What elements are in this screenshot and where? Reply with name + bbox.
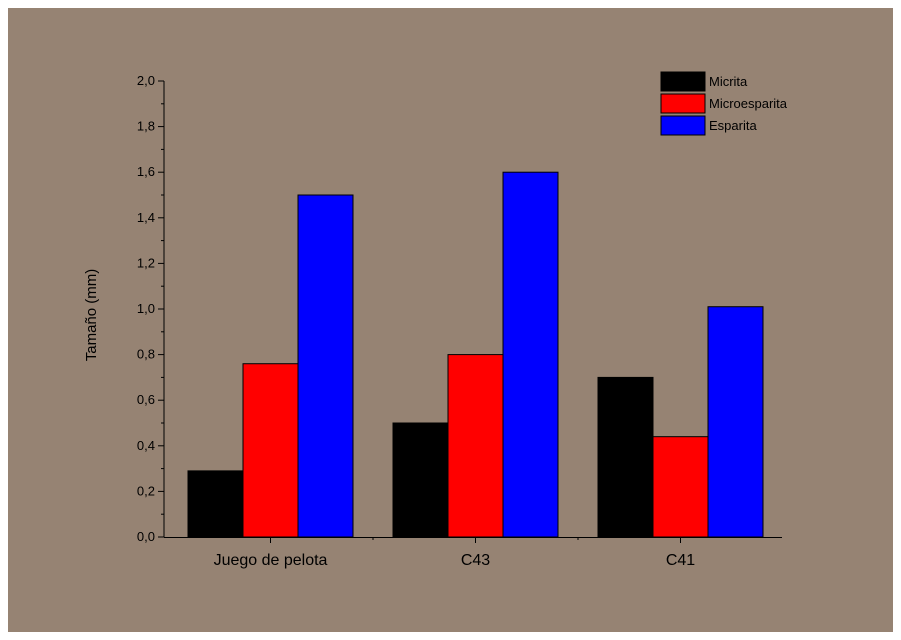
- y-tick-label: 0,6: [137, 392, 155, 407]
- legend-swatch-micrita: [660, 71, 706, 92]
- x-tick-label: Juego de pelota: [214, 552, 328, 569]
- bar-micrita-3: [597, 376, 654, 538]
- labels-layer: Juego de pelota C43 C41 0,0 0,2 0,4 0,6 0,8 1,0 1…: [137, 73, 695, 569]
- y-tick-label: 1,0: [137, 301, 155, 316]
- bar-microesparita-2: [447, 354, 504, 538]
- legend-swatch-microesparita: [660, 93, 706, 114]
- y-tick-label: 2,0: [137, 73, 155, 88]
- chart-frame: Juego de pelota C43 C41 0,0 0,2 0,4 0,6 0,8 1,0 1…: [8, 8, 893, 632]
- y-tick-label: 1,4: [137, 210, 155, 225]
- bar-micrita-2: [392, 422, 449, 538]
- y-tick-label: 1,6: [137, 164, 155, 179]
- x-tick-label: C41: [666, 552, 695, 569]
- bar-micrita-1: [187, 470, 244, 538]
- bar-esparita-2: [502, 171, 559, 538]
- y-tick-label: 1,8: [137, 119, 155, 134]
- y-tick-label: 1,2: [137, 255, 155, 270]
- legend-swatch-esparita: [660, 115, 706, 136]
- y-tick-label: 0,4: [137, 438, 155, 453]
- bar-microesparita-1: [242, 363, 299, 538]
- bar-chart: Juego de pelota C43 C41 0,0 0,2 0,4 0,6 0,8 1,0 1…: [83, 71, 788, 569]
- x-tick-label: C43: [461, 552, 490, 569]
- bar-esparita-3: [707, 306, 764, 538]
- legend-label: Micrita: [709, 74, 748, 89]
- bars-layer: [187, 171, 764, 538]
- bar-microesparita-3: [652, 436, 709, 538]
- axes-layer: [158, 80, 782, 543]
- legend: Micrita Microesparita Esparita: [660, 71, 788, 136]
- y-tick-label: 0,8: [137, 347, 155, 362]
- legend-label: Microesparita: [709, 96, 788, 111]
- y-tick-label: 0,2: [137, 483, 155, 498]
- y-tick-label: 0,0: [137, 529, 155, 544]
- legend-label: Esparita: [709, 118, 757, 133]
- y-axis-title: Tamaño (mm): [83, 269, 100, 362]
- bar-esparita-1: [297, 194, 354, 538]
